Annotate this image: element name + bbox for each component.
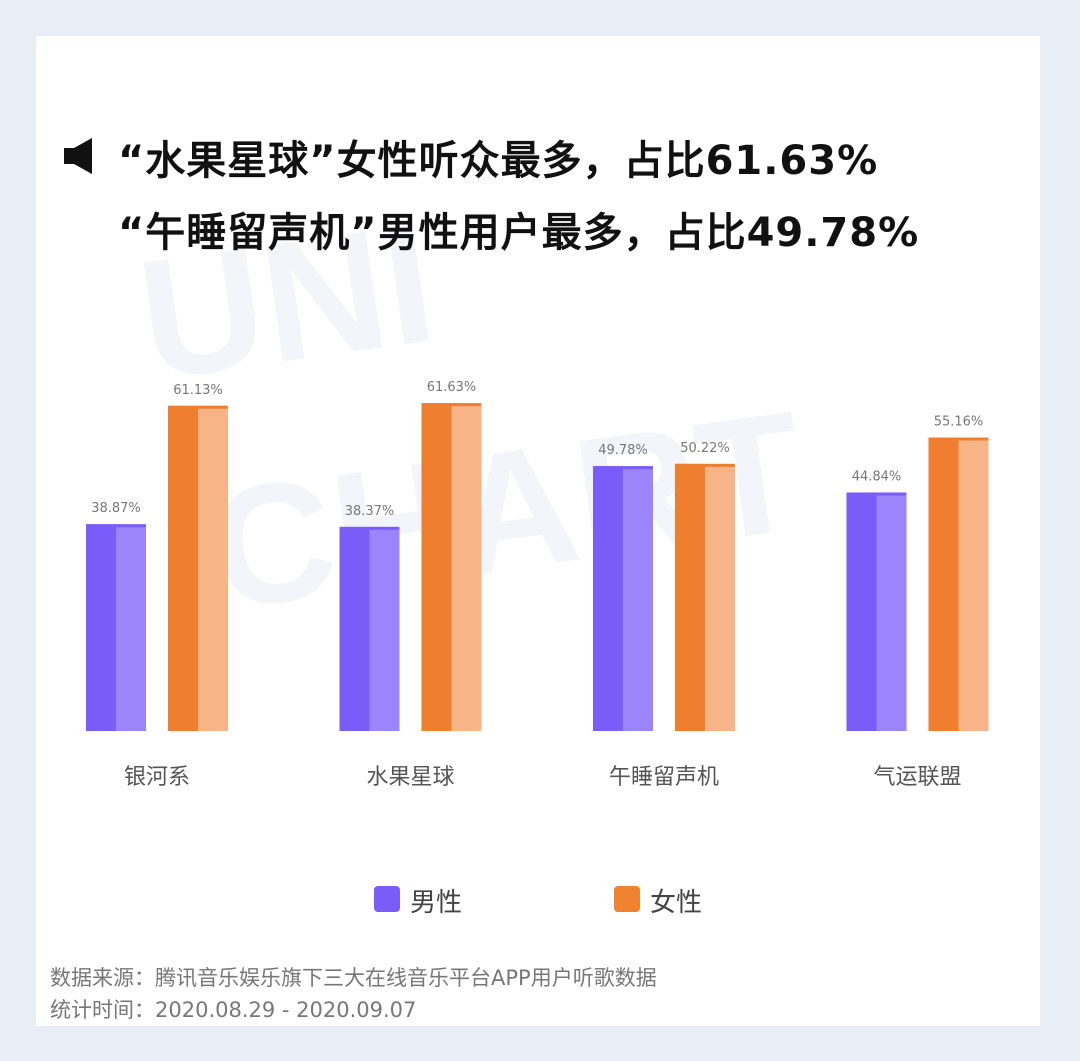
- data-label-female-2: 61.63%: [427, 380, 477, 395]
- legend-swatch-male: [374, 886, 400, 912]
- bar-female-1: [168, 405, 228, 731]
- data-label-female-3: 50.22%: [680, 441, 730, 456]
- bar-cap: [675, 463, 735, 467]
- bar-shade-dark: [928, 437, 959, 731]
- bar-shade-dark: [675, 463, 705, 731]
- bar-shade-dark: [168, 405, 198, 731]
- bar-male-2: [339, 526, 400, 731]
- legend-swatch-female: [614, 886, 640, 912]
- bar-cap: [593, 466, 653, 470]
- bar-shade-light: [876, 492, 907, 731]
- legend-label-male: 男性: [410, 888, 463, 918]
- bar-shade-light: [369, 526, 400, 731]
- bar-cap: [846, 492, 907, 496]
- bar-shade-light: [705, 463, 735, 731]
- bar-male-1: [86, 524, 146, 731]
- headline-line-1: “水果星球”女性听众最多，占比61.63%: [118, 138, 879, 184]
- data-label-female-4: 55.16%: [934, 415, 984, 430]
- bar-male-3: [593, 466, 653, 731]
- legend-label-female: 女性: [650, 888, 703, 918]
- bar-cap: [86, 524, 146, 528]
- bar-male-4: [846, 492, 907, 731]
- category-label-1: 银河系: [124, 765, 190, 790]
- category-label-2: 水果星球: [366, 765, 454, 790]
- data-label-male-2: 38.37%: [345, 504, 395, 519]
- bar-shade-light: [116, 524, 146, 731]
- bar-female-4: [928, 437, 989, 731]
- data-label-male-1: 38.87%: [91, 501, 141, 516]
- data-label-female-1: 61.13%: [173, 383, 223, 398]
- speaker-icon: [64, 138, 92, 174]
- bar-cap: [421, 403, 482, 407]
- bar-female-2: [421, 403, 482, 731]
- data-source-note: 数据来源：腾讯音乐娱乐旗下三大在线音乐平台APP用户听歌数据: [50, 966, 657, 990]
- bar-shade-dark: [846, 492, 877, 731]
- data-label-male-3: 49.78%: [598, 443, 648, 458]
- bar-shade-dark: [421, 403, 452, 731]
- bar-shade-dark: [593, 466, 623, 731]
- headline-line-2: “午睡留声机”男性用户最多，占比49.78%: [118, 210, 920, 256]
- bar-shade-light: [958, 437, 989, 731]
- bar-female-3: [675, 463, 735, 731]
- bar-shade-dark: [86, 524, 116, 731]
- data-label-male-4: 44.84%: [852, 469, 902, 484]
- bar-shade-dark: [339, 526, 370, 731]
- data-period-note: 统计时间：2020.08.29 - 2020.09.07: [50, 998, 417, 1022]
- bar-cap: [339, 526, 400, 530]
- bar-shade-light: [623, 466, 653, 731]
- bar-shade-light: [198, 405, 228, 731]
- bar-cap: [928, 437, 989, 441]
- bar-shade-light: [451, 403, 482, 731]
- category-label-3: 午睡留声机: [609, 765, 719, 790]
- category-label-4: 气运联盟: [873, 765, 961, 790]
- bar-cap: [168, 405, 228, 409]
